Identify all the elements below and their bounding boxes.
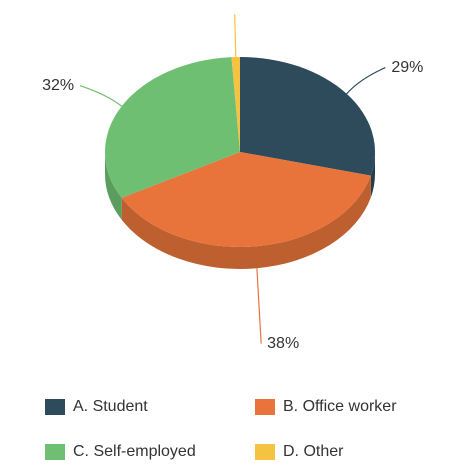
slice	[105, 57, 240, 198]
legend-swatch	[45, 399, 65, 415]
data-label: 29%	[391, 59, 423, 76]
leader-line	[346, 67, 386, 95]
data-label: 32%	[42, 77, 74, 94]
legend-label: B. Office worker	[283, 398, 397, 415]
leader-line	[79, 85, 123, 107]
slice-side	[121, 175, 371, 270]
slice	[240, 57, 375, 176]
legend-swatch	[255, 399, 275, 415]
slice	[231, 57, 240, 152]
leader-line	[256, 268, 262, 344]
legend-label: D. Other	[283, 443, 344, 460]
legend-label: A. Student	[73, 398, 148, 415]
slice	[121, 152, 371, 247]
slice-side	[105, 152, 122, 220]
legend-swatch	[45, 444, 65, 460]
slice-side	[370, 152, 375, 198]
data-label: 38%	[267, 335, 299, 352]
leader-line	[234, 14, 237, 58]
legend-swatch	[255, 444, 275, 460]
legend-label: C. Self-employed	[73, 443, 196, 460]
